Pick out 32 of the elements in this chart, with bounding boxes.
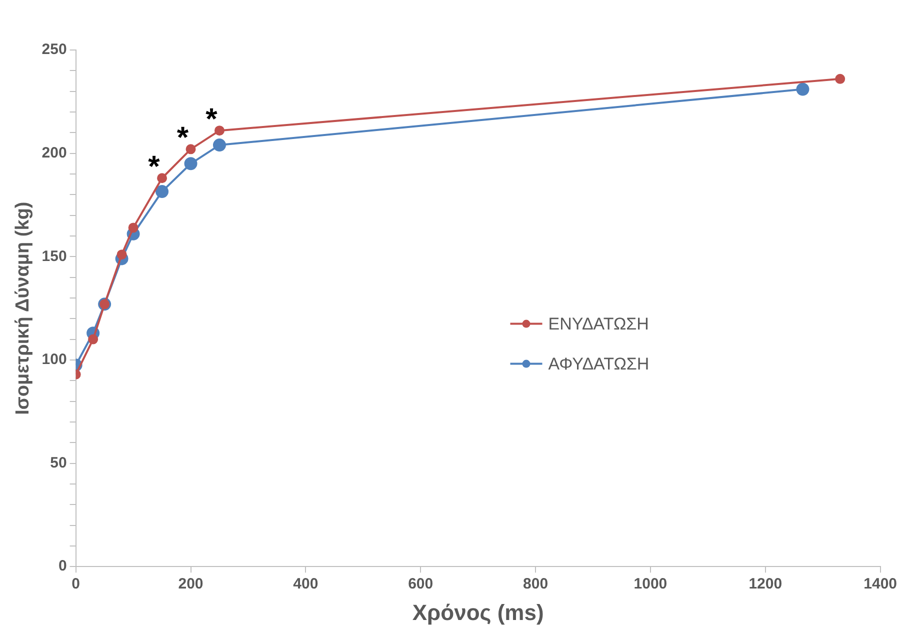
legend-label: ΕΝΥΔΑΤΩΣΗ — [548, 314, 649, 334]
y-axis-title: Ισομετρική Δύναμη (kg) — [12, 202, 34, 415]
x-tick-label: 1200 — [748, 576, 782, 593]
x-tick-label: 1000 — [634, 576, 668, 593]
y-tick-label: 150 — [42, 248, 67, 265]
annotation: * — [206, 102, 218, 136]
point — [186, 144, 196, 154]
x-tick-label: 0 — [72, 576, 80, 593]
legend-label: ΑΦΥΔΑΤΩΣΗ — [548, 354, 650, 374]
x-tick-label: 400 — [293, 576, 318, 593]
point — [796, 82, 810, 96]
point — [88, 334, 98, 344]
y-tick-label: 250 — [42, 41, 67, 58]
x-tick-label: 800 — [523, 576, 548, 593]
annotation: * — [176, 121, 189, 154]
x-axis-title: Χρόνος (ms) — [412, 600, 544, 625]
point — [157, 173, 168, 184]
y-tick-label: 100 — [42, 351, 67, 368]
point — [156, 185, 169, 198]
x-tick-label: 200 — [178, 576, 204, 593]
y-tick-label: 50 — [50, 454, 67, 472]
point — [214, 126, 224, 136]
x-tick-label: 1400 — [864, 576, 898, 593]
point — [212, 138, 226, 152]
point — [835, 74, 846, 84]
point — [128, 222, 138, 233]
point — [116, 250, 127, 260]
y-tick-label: 200 — [42, 144, 67, 162]
x-tick-label: 600 — [408, 576, 434, 593]
point — [184, 157, 198, 170]
annotation: * — [148, 150, 160, 184]
y-tick-label: 0 — [58, 558, 67, 575]
